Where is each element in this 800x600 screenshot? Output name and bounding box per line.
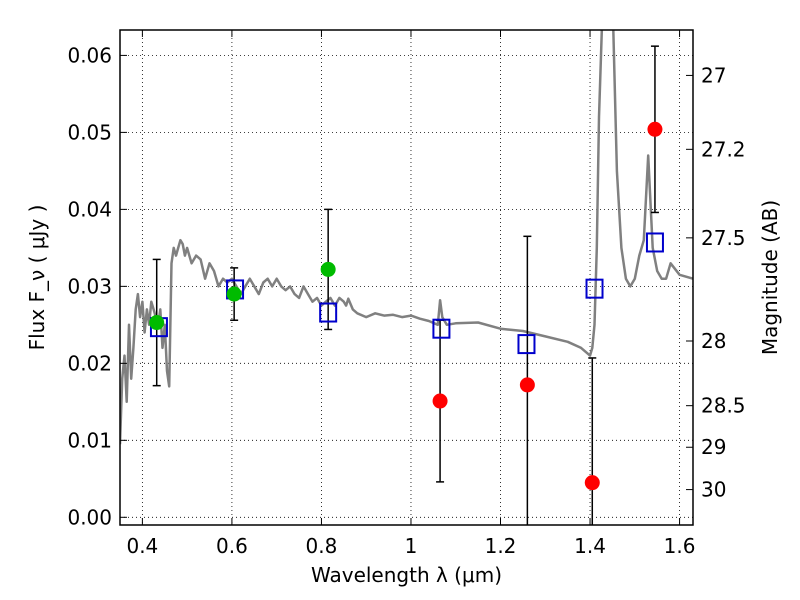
- model-spectrum-line: [120, 30, 693, 445]
- y-tick-label: 0.02: [67, 351, 112, 375]
- x-tick-label: 1: [405, 534, 418, 558]
- detection-point: [149, 315, 165, 331]
- detection-point: [320, 261, 336, 277]
- y-tick-label: 0.03: [67, 274, 112, 298]
- model-photometry-square: [645, 232, 664, 253]
- x-tick-label: 1.6: [664, 534, 696, 558]
- model-photometry-square: [585, 278, 604, 299]
- right-tick-label: 27.2: [701, 137, 746, 161]
- right-tick-label: 29: [701, 435, 726, 459]
- model-photometry-square: [517, 334, 536, 355]
- x-tick-label: 0.6: [216, 534, 248, 558]
- right-tick-label: 28: [701, 329, 726, 353]
- x-tick-label: 1.2: [485, 534, 517, 558]
- y-tick-label: 0.05: [67, 120, 112, 144]
- x-tick-label: 0.8: [306, 534, 338, 558]
- x-tick-label: 0.4: [126, 534, 158, 558]
- x-axis-title: Wavelength λ (μm): [311, 563, 502, 587]
- right-tick-label: 27.5: [701, 226, 746, 250]
- right-axis-title: Magnitude (AB): [758, 200, 782, 355]
- model-photometry-square: [432, 318, 451, 339]
- model-photometry-square: [319, 302, 338, 323]
- ticks: 0.4 0.6 0.8 1 1.2 1.4 1.6 0.00 0.01 0.02 0.03 0.04 0…: [67, 30, 746, 558]
- upper-limit-point: [432, 393, 448, 409]
- y-tick-label: 0.00: [67, 505, 112, 529]
- y-tick-label: 0.06: [67, 43, 112, 67]
- upper-limit-point: [584, 475, 600, 491]
- upper-limit-point: [647, 121, 663, 137]
- y-axis-title: Flux F_ν ( μJy ): [25, 205, 49, 351]
- x-tick-label: 1.4: [574, 534, 606, 558]
- y-tick-label: 0.01: [67, 428, 112, 452]
- data-layer: [120, 30, 693, 525]
- right-tick-label: 27: [701, 63, 726, 87]
- plot-frame: [119, 29, 694, 526]
- detection-point: [226, 286, 242, 302]
- right-tick-label: 30: [701, 478, 726, 502]
- right-tick-label: 28.5: [701, 394, 746, 418]
- y-tick-label: 0.04: [67, 197, 112, 221]
- upper-limit-point: [519, 377, 535, 393]
- gridlines: [120, 30, 693, 525]
